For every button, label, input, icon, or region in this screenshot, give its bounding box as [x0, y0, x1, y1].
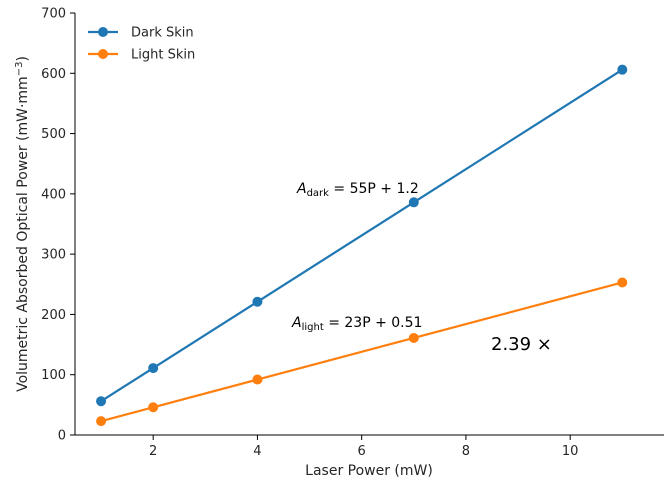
y-tick-label: 100	[41, 368, 66, 383]
light-eq-rest: = 23P + 0.51	[324, 315, 423, 331]
dark-eq-rest: = 55P + 1.2	[329, 181, 419, 197]
y-tick-label: 400	[41, 187, 66, 202]
y-tick-label: 200	[41, 308, 66, 323]
dark-eq-a: A	[296, 181, 307, 197]
y-tick-label: 0	[58, 429, 66, 444]
y-axis-label-close: )	[15, 56, 31, 61]
x-tick-label: 4	[253, 444, 261, 459]
x-tick-label: 8	[462, 444, 470, 459]
y-tick-label: 700	[41, 7, 66, 22]
series-layer	[96, 64, 628, 427]
dark-skin-point	[617, 64, 628, 75]
y-tick-label: 300	[41, 248, 66, 263]
axes	[74, 13, 664, 436]
light-skin-point	[408, 332, 419, 343]
x-axis-label: Laser Power (mW)	[305, 463, 433, 479]
ratio-annotation: 2.39 ×	[491, 334, 552, 355]
light-eq-sub: light	[302, 322, 324, 333]
x-tick-label: 6	[358, 444, 366, 459]
y-axis-label-main: Volumetric Absorbed Optical Power (mW·mm	[15, 76, 31, 392]
dark-skin-point	[148, 363, 159, 374]
dark-skin-point	[96, 396, 107, 407]
y-tick-label: 600	[41, 67, 66, 82]
light-skin-point	[252, 374, 263, 385]
light-eq-a: A	[291, 315, 302, 331]
dark-eq-sub: dark	[307, 188, 330, 199]
legend-light-skin-marker	[98, 49, 108, 59]
y-tick-label: 500	[41, 127, 66, 142]
y-axis-label-sup: −3	[14, 62, 25, 77]
light-skin-point	[96, 416, 107, 427]
dark-skin-point	[408, 197, 419, 208]
legend-dark-skin-label: Dark Skin	[131, 26, 194, 41]
legend-light-skin-label: Light Skin	[131, 48, 195, 63]
legend: Dark Skin Light Skin	[88, 26, 195, 63]
y-axis-label: Volumetric Absorbed Optical Power (mW·mm…	[14, 56, 31, 392]
light-skin-point	[148, 402, 159, 413]
dark-skin-point	[252, 296, 263, 307]
light-skin-equation: Alight = 23P + 0.51	[291, 315, 422, 333]
x-tick-label: 10	[562, 444, 579, 459]
legend-dark-skin-marker	[98, 27, 108, 37]
dark-skin-equation: Adark = 55P + 1.2	[296, 181, 419, 199]
x-tick-label: 2	[149, 444, 157, 459]
light-skin-point	[617, 277, 628, 288]
